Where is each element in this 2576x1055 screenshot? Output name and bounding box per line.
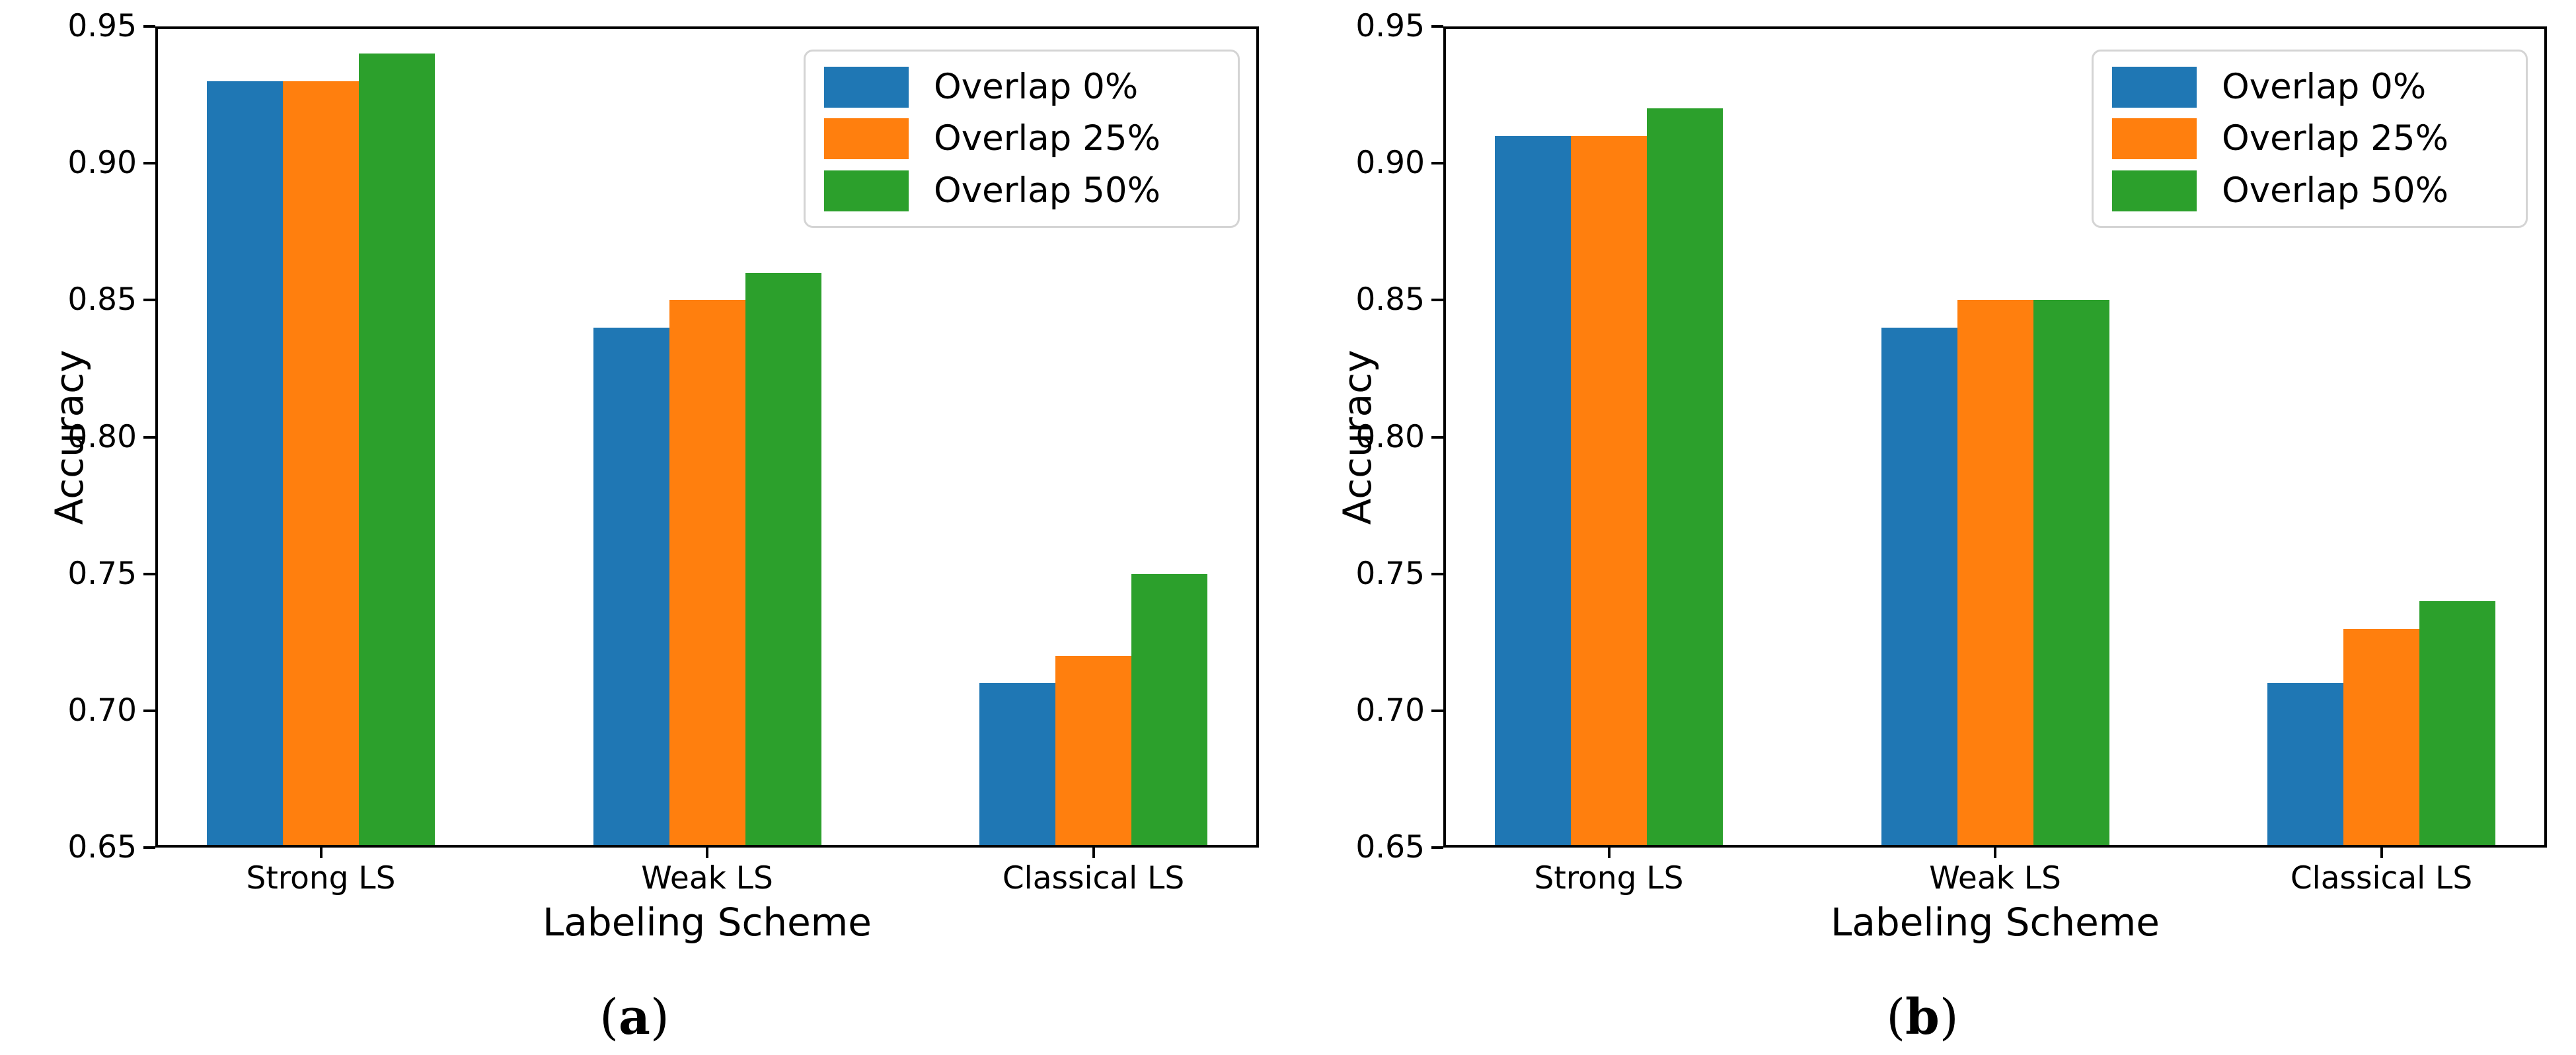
y-tick-label: 0.75 [67,555,137,592]
bar-classical-ls-overlap-0pct [2267,683,2343,848]
y-tick-label: 0.75 [1355,555,1425,592]
bar-classical-ls-overlap-25pct [1055,655,1131,848]
y-tick-label: 0.85 [1355,281,1425,318]
legend-entry-label: Overlap 25% [934,118,1160,159]
legend-entry: Overlap 0% [2112,66,2507,108]
legend-entry: Overlap 0% [824,66,1219,108]
y-tick-mark [1431,572,1443,575]
y-tick-mark [143,299,155,302]
bar-strong-ls-overlap-50pct [359,54,435,848]
legend-swatch-icon [824,118,909,159]
legend-entry-label: Overlap 50% [934,170,1160,211]
x-tick-label-weak-ls: Weak LS [641,860,773,896]
legend-entry-label: Overlap 0% [934,66,1139,107]
bar-classical-ls-overlap-25pct [2343,628,2419,848]
bar-classical-ls-overlap-50pct [2419,601,2495,848]
y-axis-label: Accuracy [1335,349,1380,525]
legend-swatch-icon [824,66,909,108]
y-tick-label: 0.80 [67,418,137,455]
x-tick-label-classical-ls: Classical LS [1002,860,1185,896]
y-tick-mark [1431,25,1443,28]
y-tick-mark [1431,435,1443,439]
x-tick-mark [1994,848,1996,858]
bar-strong-ls-overlap-0pct [1495,135,1571,848]
bar-weak-ls-overlap-0pct [593,327,669,848]
legend-entry: Overlap 50% [2112,170,2507,211]
y-tick-label: 0.90 [67,145,137,182]
x-tick-label-classical-ls: Classical LS [2290,860,2473,896]
x-tick-mark [1092,848,1095,858]
subplot-b: 0.95 0.90 0.85 0.80 0.75 0.70 0.65 Strong LS Wea… [1288,0,2576,1055]
legend-entry-label: Overlap 50% [2222,170,2448,211]
x-tick-mark [319,848,322,858]
y-tick-mark [143,162,155,165]
y-axis-label: Accuracy [47,349,92,525]
y-tick-mark [143,435,155,439]
y-tick-label: 0.65 [1355,829,1425,865]
subplot-a: 0.95 0.90 0.85 0.80 0.75 0.70 0.65 Strong LS Wea… [47,8,1259,1046]
y-tick-mark [1431,846,1443,849]
legend-entry: Overlap 25% [824,118,1219,159]
legend-box: Overlap 0% Overlap 25% Overlap 50% [2092,50,2528,228]
y-tick-label: 0.90 [1355,145,1425,182]
y-tick-label: 0.85 [67,281,137,318]
legend-swatch-icon [2112,170,2197,211]
y-tick-label: 0.65 [67,829,137,865]
y-tick-label: 0.95 [67,8,137,44]
legend-swatch-icon [2112,118,2197,159]
panel-caption: (a) [599,989,669,1046]
legend-entry: Overlap 50% [824,170,1219,211]
panel-caption-letter: a [619,989,650,1046]
x-tick-label-strong-ls: Strong LS [246,860,396,896]
legend-entry-label: Overlap 25% [2222,118,2448,159]
y-tick-label: 0.70 [1355,692,1425,729]
bar-weak-ls-overlap-50pct [2033,300,2109,848]
y-tick-mark [143,846,155,849]
bar-strong-ls-overlap-25pct [283,81,359,848]
bar-strong-ls-overlap-50pct [1647,108,1723,848]
y-tick-label: 0.95 [1355,8,1425,44]
x-tick-label-strong-ls: Strong LS [1534,860,1684,896]
bar-strong-ls-overlap-25pct [1571,135,1647,848]
bar-classical-ls-overlap-50pct [1131,573,1207,848]
y-tick-mark [143,25,155,28]
x-axis-label: Labeling Scheme [543,900,872,945]
y-tick-label: 0.80 [1355,418,1425,455]
x-axis-label: Labeling Scheme [1831,900,2160,945]
legend-swatch-icon [824,170,909,211]
y-tick-mark [143,572,155,575]
bar-weak-ls-overlap-50pct [745,272,821,848]
bar-strong-ls-overlap-0pct [207,81,283,848]
panel-caption: (b) [1886,989,1959,1046]
panel-caption-letter: b [1905,989,1940,1046]
y-tick-mark [1431,162,1443,165]
bar-weak-ls-overlap-25pct [1957,300,2033,848]
bar-classical-ls-overlap-0pct [979,683,1055,848]
y-tick-mark [1431,299,1443,302]
y-tick-mark [1431,709,1443,712]
bar-weak-ls-overlap-0pct [1881,327,1957,848]
x-tick-mark [2380,848,2383,858]
legend-box: Overlap 0% Overlap 25% Overlap 50% [804,50,1240,228]
x-tick-label-weak-ls: Weak LS [1929,860,2061,896]
legend-entry-label: Overlap 0% [2222,66,2427,107]
x-tick-mark [1607,848,1610,858]
y-tick-mark [143,709,155,712]
bar-weak-ls-overlap-25pct [669,300,745,848]
legend-entry: Overlap 25% [2112,118,2507,159]
y-tick-label: 0.70 [67,692,137,729]
x-tick-mark [706,848,708,858]
legend-swatch-icon [2112,66,2197,108]
